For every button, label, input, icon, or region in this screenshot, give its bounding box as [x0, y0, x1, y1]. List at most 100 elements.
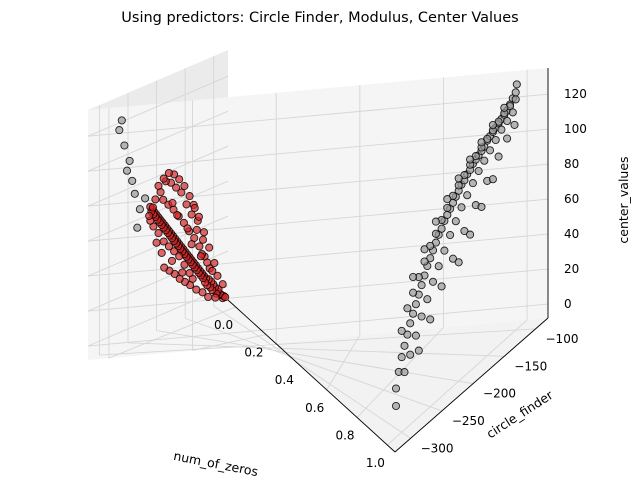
grey-point: [477, 202, 486, 211]
grey-point: [503, 116, 512, 126]
grey-point: [409, 309, 418, 318]
grid-line-z-back: [87, 268, 549, 312]
y-tick-label: −200: [483, 387, 516, 401]
grey-point: [468, 179, 477, 188]
red-point: [221, 293, 230, 302]
grey-point: [457, 203, 466, 212]
grey-point: [511, 88, 520, 97]
grey-point: [437, 282, 446, 291]
grey-point: [512, 80, 521, 89]
grid-line-y-floor: [213, 305, 411, 439]
grey-point: [417, 281, 426, 290]
grey-point: [115, 126, 124, 135]
z-axis-label: center_values: [616, 156, 631, 243]
red-point: [164, 168, 173, 178]
red-point: [159, 237, 168, 246]
grey-point: [135, 205, 144, 214]
red-point: [185, 269, 194, 278]
grey-point: [454, 174, 463, 183]
grey-point: [460, 226, 469, 236]
red-point: [185, 192, 194, 201]
grey-point: [409, 272, 418, 282]
z-tick-label: 100: [564, 122, 587, 136]
grey-point: [420, 257, 429, 266]
grey-point: [488, 120, 497, 130]
red-point: [203, 258, 212, 267]
red-point: [178, 268, 187, 277]
z-tick-label: 0: [564, 297, 572, 311]
red-point: [213, 271, 222, 280]
red-point: [198, 235, 208, 244]
grey-point: [454, 258, 463, 267]
red-point: [187, 210, 196, 219]
grey-point: [133, 223, 142, 232]
grid-line-z-back: [87, 128, 549, 172]
grey-point: [397, 326, 406, 335]
grey-point: [443, 203, 452, 212]
red-point: [180, 260, 189, 269]
x-axis-line: [227, 299, 396, 453]
grey-point: [406, 350, 415, 359]
grid-line-y-floor: [127, 342, 505, 357]
red-point: [218, 280, 227, 289]
grey-point: [431, 229, 440, 238]
grey-point: [474, 166, 483, 176]
x-axis-label: num_of_zeros: [172, 448, 259, 479]
red-point: [195, 242, 204, 251]
red-point: [145, 211, 154, 220]
grey-point: [500, 103, 509, 112]
grey-point: [125, 156, 134, 165]
z-tick-label: 40: [564, 227, 579, 241]
grey-point: [428, 277, 438, 286]
grey-point: [511, 95, 520, 104]
y-tick-label: −100: [546, 332, 579, 346]
y-axis-line: [394, 317, 549, 453]
grey-point: [466, 155, 475, 164]
y-tick-label: −150: [514, 359, 547, 373]
grey-point: [117, 116, 126, 125]
chart-title: Using predictors: Circle Finder, Modulus…: [121, 10, 518, 26]
red-point: [210, 258, 219, 268]
grey-point: [128, 176, 137, 185]
grid-line-z-left: [87, 110, 229, 172]
grey-point: [420, 245, 429, 254]
grey-point: [477, 138, 486, 147]
red-point: [160, 263, 169, 272]
red-point: [177, 188, 186, 197]
red-point: [159, 195, 168, 204]
grey-point: [497, 125, 506, 134]
x-tick-label: 0.4: [275, 373, 294, 387]
grey-point: [446, 230, 455, 240]
red-point: [211, 293, 220, 302]
grey-point: [141, 194, 150, 203]
grey-point: [451, 217, 460, 226]
grid-line-z-left: [87, 145, 229, 207]
grey-point: [503, 134, 512, 143]
y-tick-label: −250: [452, 414, 485, 428]
red-point: [167, 256, 177, 265]
grey-point: [400, 341, 409, 350]
y-tick-label: −300: [421, 441, 454, 455]
red-point: [164, 242, 173, 251]
grey-point: [448, 254, 458, 263]
grid-line-y-floor: [184, 317, 442, 412]
grid-line-x-floor: [387, 319, 528, 446]
back-pane: [88, 68, 548, 360]
grey-point: [411, 331, 420, 340]
grid-line-y-floor: [99, 328, 536, 356]
red-point: [196, 252, 205, 261]
grey-point: [130, 189, 139, 198]
grey-point: [403, 330, 412, 339]
red-point: [173, 211, 182, 220]
grey-point: [510, 120, 519, 129]
grey-point: [122, 166, 132, 175]
red-point: [175, 175, 184, 184]
red-point: [148, 203, 157, 212]
grid-line-x-floor: [326, 334, 361, 391]
z-tick-label: 20: [564, 262, 579, 276]
grey-point: [397, 353, 406, 362]
red-point: [154, 181, 163, 190]
red-point: [208, 266, 217, 275]
x-tick-label: 0.6: [305, 401, 324, 415]
red-point: [159, 174, 168, 183]
